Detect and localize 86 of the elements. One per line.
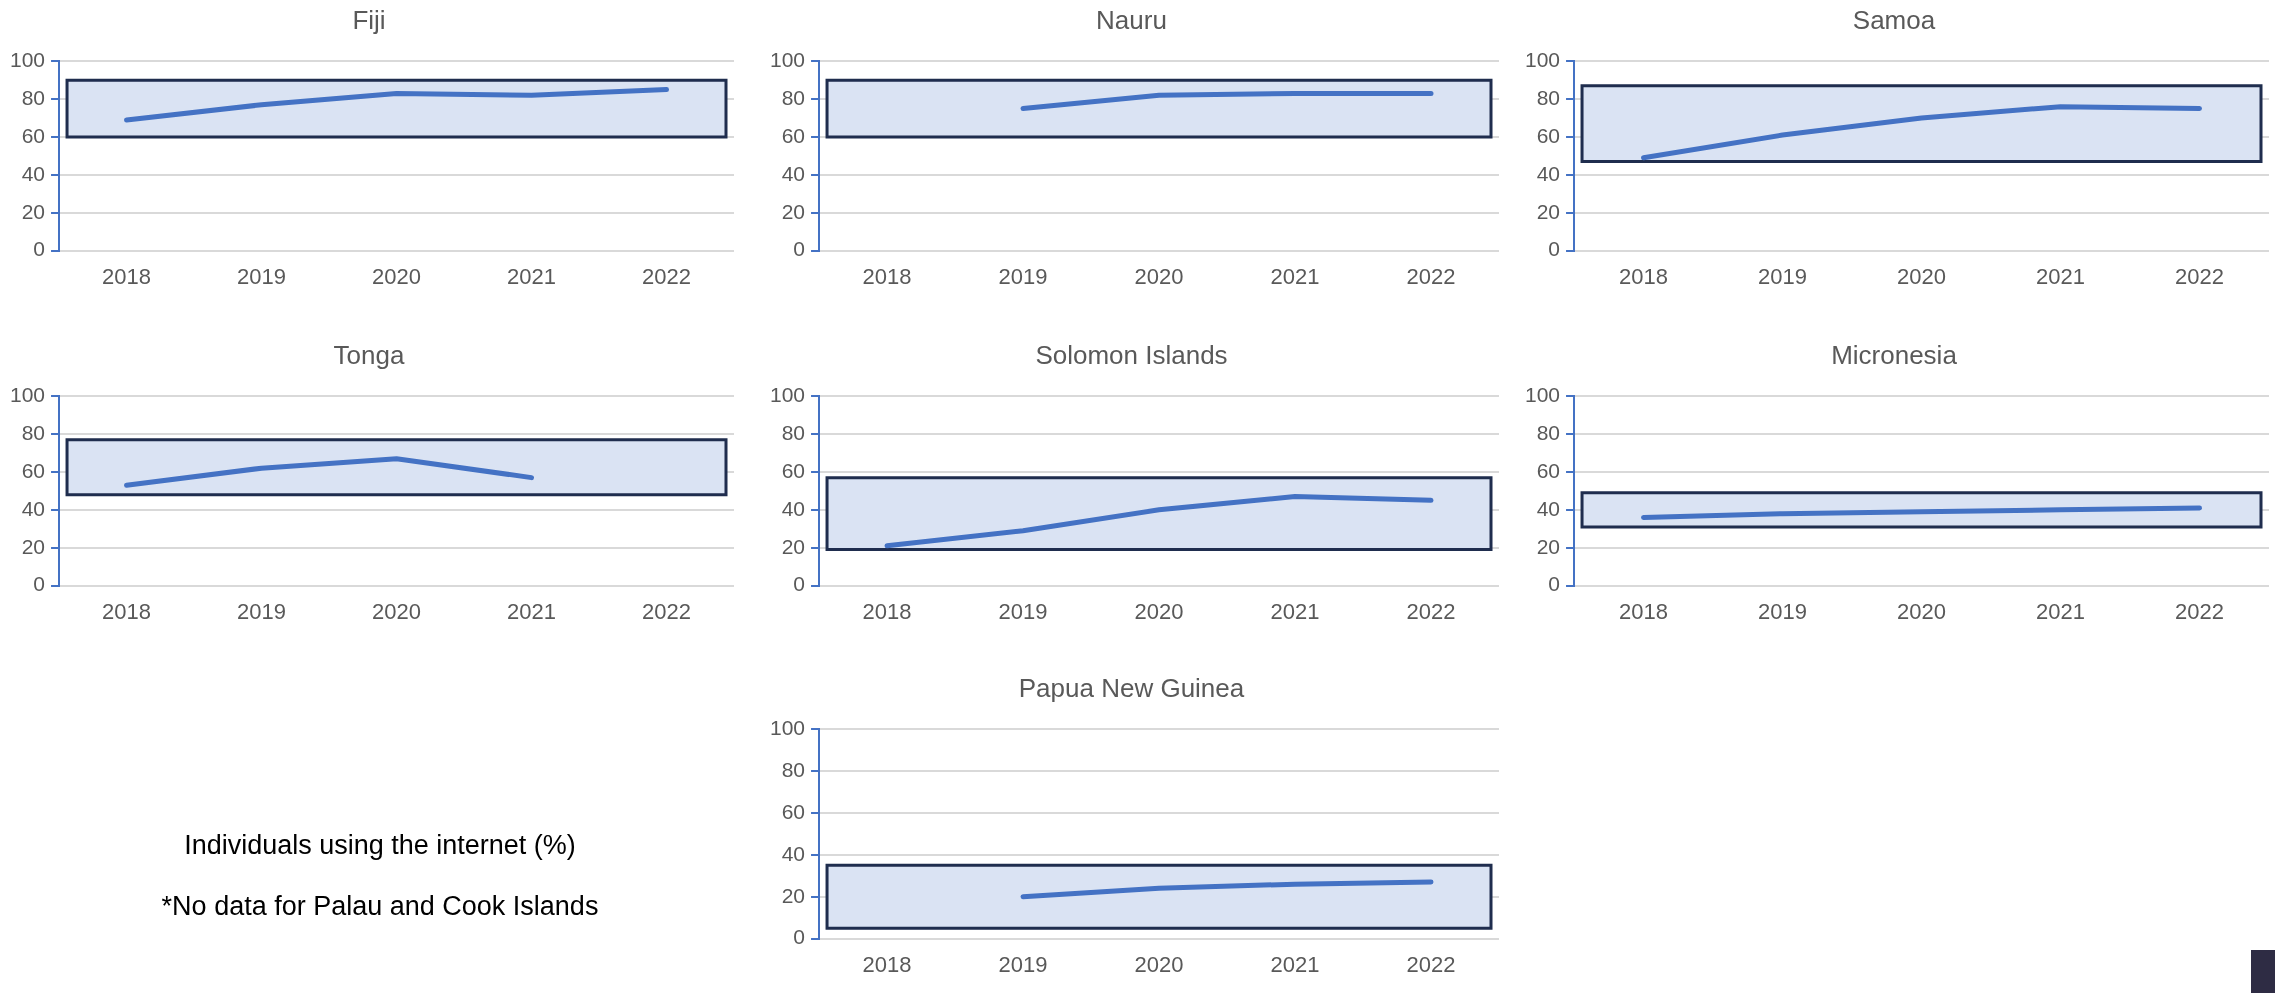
x-tick-label: 2022 — [2175, 598, 2224, 624]
x-tick-label: 2021 — [1270, 263, 1320, 289]
x-tick-label: 2019 — [1758, 263, 1807, 289]
x-tick-label: 2018 — [102, 598, 152, 624]
x-tick-label: 2018 — [1619, 263, 1669, 289]
y-tick-label: 80 — [1536, 85, 1561, 109]
y-tick-label: 20 — [1536, 534, 1561, 558]
y-tick-label: 100 — [9, 383, 46, 406]
y-tick-label: 60 — [21, 123, 46, 147]
x-tick-label: 2020 — [1134, 263, 1184, 289]
y-tick-label: 40 — [781, 496, 806, 520]
y-tick-label: 60 — [21, 458, 46, 482]
y-tick-label: 0 — [793, 925, 806, 949]
chart-title: Nauru — [1096, 4, 1167, 35]
y-tick-label: 0 — [1548, 237, 1561, 261]
x-tick-label: 2019 — [237, 598, 286, 624]
x-tick-label: 2018 — [862, 598, 912, 624]
chart-title: Solomon Islands — [1035, 339, 1228, 370]
text: Individuals using the internet (%) — [183, 830, 577, 861]
x-tick-label: 2020 — [1897, 263, 1946, 289]
y-tick-label: 80 — [781, 757, 806, 781]
x-tick-label: 2018 — [862, 951, 912, 977]
x-tick-label: 2020 — [1897, 598, 1946, 624]
x-tick-label: 2022 — [2175, 263, 2224, 289]
x-tick-label: 2022 — [642, 598, 691, 624]
y-tick-label: 40 — [1536, 496, 1561, 520]
x-tick-label: 2019 — [1758, 598, 1807, 624]
x-tick-label: 2022 — [1406, 263, 1456, 289]
y-tick-label: 0 — [793, 237, 806, 261]
y-tick-label: 100 — [769, 716, 806, 739]
x-tick-label: 2022 — [1406, 598, 1456, 624]
y-tick-label: 40 — [781, 841, 806, 865]
x-tick-label: 2022 — [1406, 951, 1456, 977]
y-tick-label: 0 — [1548, 572, 1561, 596]
y-tick-label: 40 — [1536, 161, 1561, 185]
x-tick-label: 2021 — [507, 598, 556, 624]
x-tick-label: 2019 — [998, 951, 1048, 977]
y-tick-label: 40 — [781, 161, 806, 185]
x-tick-label: 2018 — [862, 263, 912, 289]
chart-title: Fiji — [352, 4, 386, 35]
x-tick-label: 2019 — [237, 263, 286, 289]
x-tick-label: 2020 — [1134, 598, 1184, 624]
y-tick-label: 80 — [21, 85, 46, 109]
y-tick-label: 0 — [33, 572, 46, 596]
y-tick-label: 20 — [781, 199, 806, 223]
y-tick-label: 80 — [1536, 420, 1561, 444]
chart-title: Micronesia — [1831, 339, 1958, 370]
y-tick-label: 80 — [781, 420, 806, 444]
x-tick-label: 2018 — [102, 263, 152, 289]
y-tick-label: 80 — [781, 85, 806, 109]
x-tick-label: 2019 — [998, 598, 1048, 624]
y-tick-label: 100 — [769, 383, 806, 406]
x-tick-label: 2021 — [2036, 598, 2085, 624]
y-tick-label: 60 — [781, 799, 806, 823]
y-tick-label: 100 — [1524, 383, 1561, 406]
y-tick-label: 0 — [793, 572, 806, 596]
x-tick-label: 2021 — [1270, 598, 1320, 624]
text: *No data for Palau and Cook Islands — [160, 891, 600, 922]
x-tick-label: 2021 — [2036, 263, 2085, 289]
x-tick-label: 2020 — [1134, 951, 1184, 977]
y-tick-label: 100 — [9, 48, 46, 71]
y-tick-label: 20 — [21, 199, 46, 223]
y-tick-label: 20 — [21, 534, 46, 558]
y-tick-label: 100 — [769, 48, 806, 71]
y-tick-label: 20 — [1536, 199, 1561, 223]
x-tick-label: 2021 — [507, 263, 556, 289]
x-tick-label: 2019 — [998, 263, 1048, 289]
y-tick-label: 40 — [21, 496, 46, 520]
x-tick-label: 2020 — [372, 263, 421, 289]
y-tick-label: 80 — [21, 420, 46, 444]
chart-title: Papua New Guinea — [1018, 672, 1245, 703]
x-tick-label: 2022 — [642, 263, 691, 289]
y-tick-label: 60 — [1536, 458, 1561, 482]
y-tick-label: 100 — [1524, 48, 1561, 71]
y-tick-label: 0 — [33, 237, 46, 261]
y-tick-label: 20 — [781, 883, 806, 907]
chart-title: Samoa — [1852, 4, 1936, 35]
y-tick-label: 20 — [781, 534, 806, 558]
x-tick-label: 2021 — [1270, 951, 1320, 977]
y-tick-label: 40 — [21, 161, 46, 185]
x-tick-label: 2020 — [372, 598, 421, 624]
x-tick-label: 2018 — [1619, 598, 1669, 624]
y-tick-label: 60 — [781, 458, 806, 482]
chart-title: Tonga — [333, 339, 405, 370]
y-tick-label: 60 — [781, 123, 806, 147]
y-tick-label: 60 — [1536, 123, 1561, 147]
